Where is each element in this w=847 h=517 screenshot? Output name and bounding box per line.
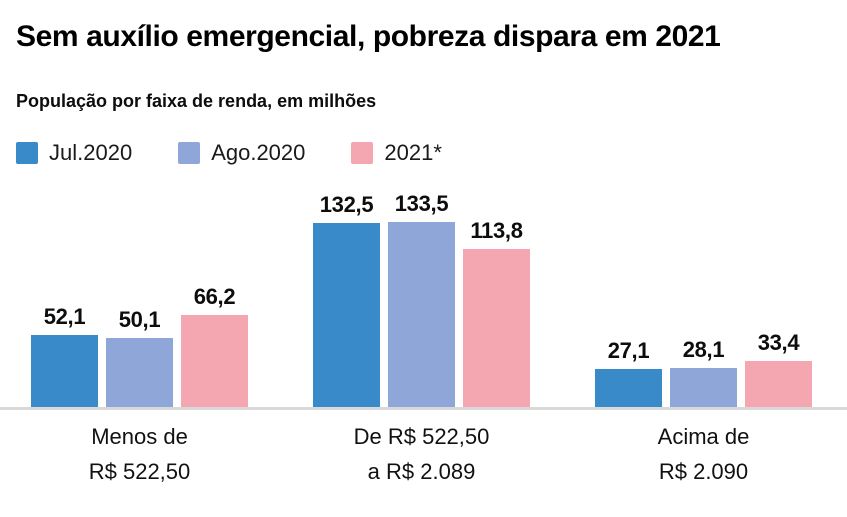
bar-value-label: 66,2	[193, 283, 236, 309]
bar-ago2020-group3: 28,1	[670, 337, 737, 407]
bar-rect	[388, 221, 455, 407]
bar-rect	[670, 367, 737, 407]
legend-label-jul2020: Jul.2020	[49, 139, 133, 165]
bar-rect	[745, 360, 812, 407]
bar-rect	[463, 248, 530, 407]
x-axis-label-line: R$ 2.090	[658, 458, 749, 484]
bar-group-3: 27,1 28,1 33,4	[595, 330, 812, 407]
bar-group-1: 52,1 50,1 66,2	[31, 284, 248, 407]
bar-rect	[313, 222, 380, 407]
bar-chart: 52,1 50,1 66,2 132,5 133,5 113,8 27,1 28,1 33,4	[0, 169, 847, 410]
bar-value-label: 52,1	[43, 303, 86, 329]
legend-item-2021: 2021*	[351, 140, 442, 166]
bar-rect	[106, 337, 173, 407]
legend-label-ago2020: Ago.2020	[211, 139, 306, 165]
x-axis-labels: Menos de R$ 522,50 De R$ 522,50 a R$ 2.089 A…	[0, 419, 847, 489]
legend-label-2021: 2021*	[384, 139, 442, 165]
bar-rect	[595, 368, 662, 407]
bar-rect	[31, 334, 98, 407]
legend: Jul.2020 Ago.2020 2021*	[0, 112, 847, 166]
bar-value-label: 50,1	[118, 306, 161, 332]
x-axis-label-1: Menos de R$ 522,50	[31, 419, 248, 489]
x-axis-label-line: De R$ 522,50	[353, 423, 490, 449]
x-axis-label-2: De R$ 522,50 a R$ 2.089	[313, 419, 530, 489]
legend-swatch-ago2020-icon	[178, 141, 201, 164]
bar-group-2: 132,5 133,5 113,8	[313, 191, 530, 407]
legend-item-ago2020: Ago.2020	[178, 140, 305, 166]
bar-rect	[181, 314, 248, 407]
bar-2021-group1: 66,2	[181, 284, 248, 407]
chart-subtitle: População por faixa de renda, em milhões	[16, 90, 377, 111]
legend-swatch-2021-icon	[351, 141, 374, 164]
chart-title: Sem auxílio emergencial, pobreza dispara…	[16, 20, 721, 53]
x-axis-label-line: a R$ 2.089	[367, 458, 476, 484]
legend-item-jul2020: Jul.2020	[16, 140, 132, 166]
x-axis-label-line: Menos de	[91, 423, 188, 449]
bar-value-label: 133,5	[394, 190, 449, 216]
bar-2021-group2: 113,8	[463, 218, 530, 407]
x-axis-label-3: Acima de R$ 2.090	[595, 419, 812, 489]
bar-value-label: 27,1	[607, 337, 650, 363]
bar-value-label: 113,8	[470, 217, 523, 243]
bar-jul2020-group1: 52,1	[31, 304, 98, 407]
x-axis-label-line: R$ 522,50	[88, 458, 191, 484]
bar-jul2020-group2: 132,5	[313, 192, 380, 407]
bar-jul2020-group3: 27,1	[595, 338, 662, 407]
bar-value-label: 28,1	[682, 336, 725, 362]
x-axis-label-line: Acima de	[657, 423, 750, 449]
bar-groups: 52,1 50,1 66,2 132,5 133,5 113,8 27,1 28,1 33,4	[31, 191, 812, 407]
bar-ago2020-group2: 133,5	[388, 191, 455, 407]
bar-ago2020-group1: 50,1	[106, 307, 173, 407]
bar-2021-group3: 33,4	[745, 330, 812, 407]
bar-value-label: 33,4	[757, 329, 800, 355]
legend-swatch-jul2020-icon	[16, 141, 38, 164]
x-axis-line	[0, 406, 847, 410]
bar-value-label: 132,5	[319, 191, 374, 217]
